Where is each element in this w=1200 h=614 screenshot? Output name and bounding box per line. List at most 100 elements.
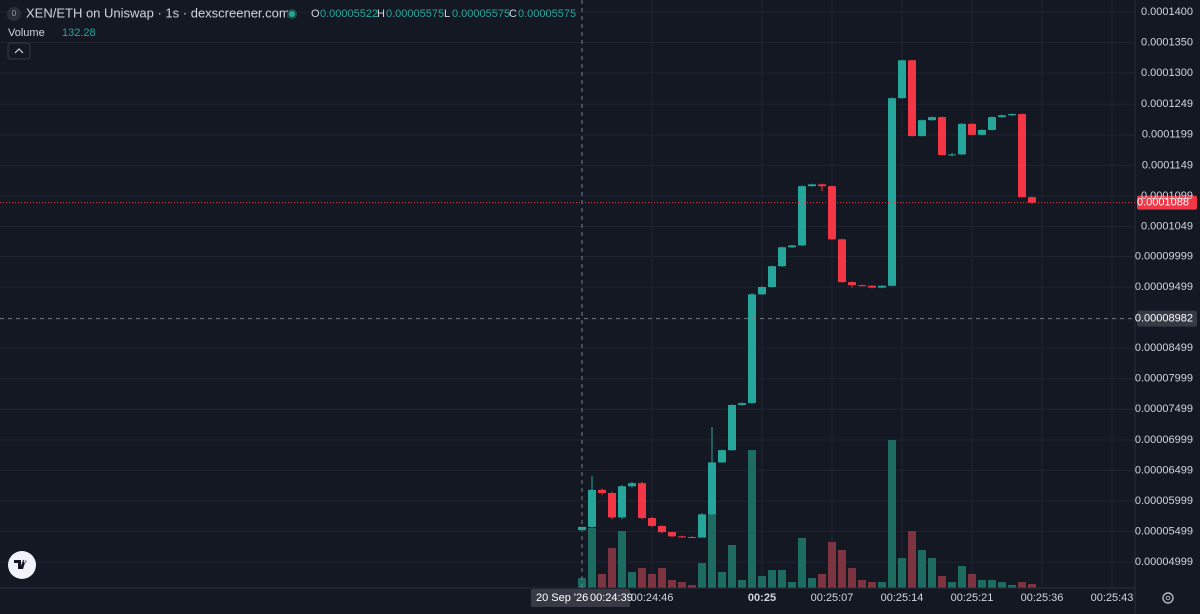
collapse-icon[interactable] <box>14 48 24 54</box>
crosshair-price-box <box>1137 310 1197 327</box>
x-tick-label: 00:25:21 <box>951 592 994 604</box>
settings-button[interactable] <box>1162 592 1174 604</box>
volume-bar <box>838 549 846 588</box>
volume-layer <box>578 440 1036 588</box>
grid <box>0 0 1135 588</box>
y-tick-label: 0.00004999 <box>1135 556 1193 568</box>
volume-bar <box>648 573 656 588</box>
candle-body <box>978 129 986 135</box>
candle-body <box>618 486 626 518</box>
candle-body <box>718 450 726 463</box>
volume-bar <box>628 572 636 588</box>
volume-bar <box>998 581 1006 588</box>
candle-body <box>788 245 796 248</box>
ohlc-value: 0.00005522 <box>320 8 378 20</box>
y-tick-label: 0.00008499 <box>1135 342 1193 354</box>
volume-bar <box>798 537 806 588</box>
volume-bar <box>788 581 796 588</box>
candle-body <box>628 483 636 487</box>
volume-bar <box>778 569 786 588</box>
candle-body <box>1028 197 1036 203</box>
volume-bar <box>918 549 926 588</box>
collapse-button-box[interactable] <box>7 42 31 60</box>
candle-body <box>768 266 776 288</box>
collapse-button[interactable] <box>7 42 31 60</box>
candle-body <box>648 518 656 526</box>
candle-body <box>708 462 716 515</box>
candle-body <box>928 117 936 121</box>
x-tick-label: 00:25:43 <box>1091 592 1134 604</box>
candle-body <box>728 404 736 451</box>
candle-body <box>878 285 886 288</box>
candle-body <box>828 186 836 240</box>
y-tick-label: 0.00007499 <box>1135 403 1193 415</box>
volume-bar <box>978 579 986 588</box>
chart-title: XEN/ETH on Uniswap · 1s · dexscreener.co… <box>26 5 290 20</box>
volume-bar <box>878 581 886 588</box>
logo-mark[interactable] <box>14 560 27 569</box>
volume-bar <box>758 575 766 588</box>
volume-bar <box>828 542 836 588</box>
volume-bar <box>588 527 596 588</box>
volume-bar <box>938 575 946 588</box>
volume-bar <box>988 579 996 588</box>
candle-body <box>678 536 686 538</box>
candle-body <box>908 60 916 137</box>
y-tick-label: 0.00009499 <box>1135 281 1193 293</box>
candle-body <box>1018 114 1026 198</box>
volume-bar <box>678 581 686 588</box>
candle-body <box>688 536 696 538</box>
ohlc-value: 0.00005575 <box>452 8 510 20</box>
candle-body <box>738 403 746 405</box>
volume-bar <box>618 530 626 588</box>
gear-icon[interactable] <box>1162 592 1174 604</box>
candle-body <box>898 60 906 99</box>
candle-body <box>868 285 876 288</box>
candle-body <box>808 184 816 187</box>
gear-center[interactable] <box>1165 595 1171 601</box>
y-tick-label: 0.00009999 <box>1135 250 1193 262</box>
candle-body <box>748 294 756 404</box>
volume-bar <box>748 449 756 588</box>
candle-body <box>988 117 996 130</box>
volume-bar <box>868 581 876 588</box>
candle-body <box>918 120 926 137</box>
y-tick-label: 0.0001350 <box>1141 36 1193 48</box>
candle-body <box>658 525 666 533</box>
y-tick-label: 0.0001249 <box>1141 98 1193 110</box>
x-tick-label: 00:25:36 <box>1021 592 1064 604</box>
candle-body <box>598 489 606 493</box>
x-tick-label: 00:25:14 <box>881 592 924 604</box>
crosshair-price-label: 0.00008982 <box>1135 313 1193 325</box>
volume-value: 132.28 <box>62 27 96 39</box>
crosshair-time: 00:24:39 <box>590 592 633 604</box>
pair-icon <box>7 7 21 21</box>
y-tick-label: 0.00006999 <box>1135 434 1193 446</box>
volume-bar <box>1008 584 1016 588</box>
volume-bar <box>768 569 776 588</box>
volume-bar <box>728 545 736 588</box>
ohlc-label: O <box>311 8 320 20</box>
candle-body <box>698 514 706 538</box>
crosshair-time-box <box>531 589 630 607</box>
y-tick-label: 0.0001049 <box>1141 220 1193 232</box>
volume-bar <box>958 566 966 588</box>
volume-bar <box>738 579 746 588</box>
y-tick-label: 0.0001300 <box>1141 67 1193 79</box>
candle-body <box>1008 114 1016 116</box>
last-price-box <box>1137 195 1197 210</box>
ohlc-value: 0.00005575 <box>386 8 444 20</box>
y-tick-label: 0.0001400 <box>1141 6 1193 18</box>
crosshair-date: 20 Sep '26 <box>536 592 588 604</box>
volume-bar <box>598 573 606 588</box>
y-tick-label: 0.00005999 <box>1135 495 1193 507</box>
y-tick-label: 0.00007999 <box>1135 373 1193 385</box>
volume-bar <box>638 567 646 588</box>
volume-bar <box>888 440 896 588</box>
candle-layer <box>578 59 1036 539</box>
candle-body <box>958 123 966 155</box>
tradingview-logo[interactable] <box>8 551 36 579</box>
candle-body <box>858 285 866 287</box>
